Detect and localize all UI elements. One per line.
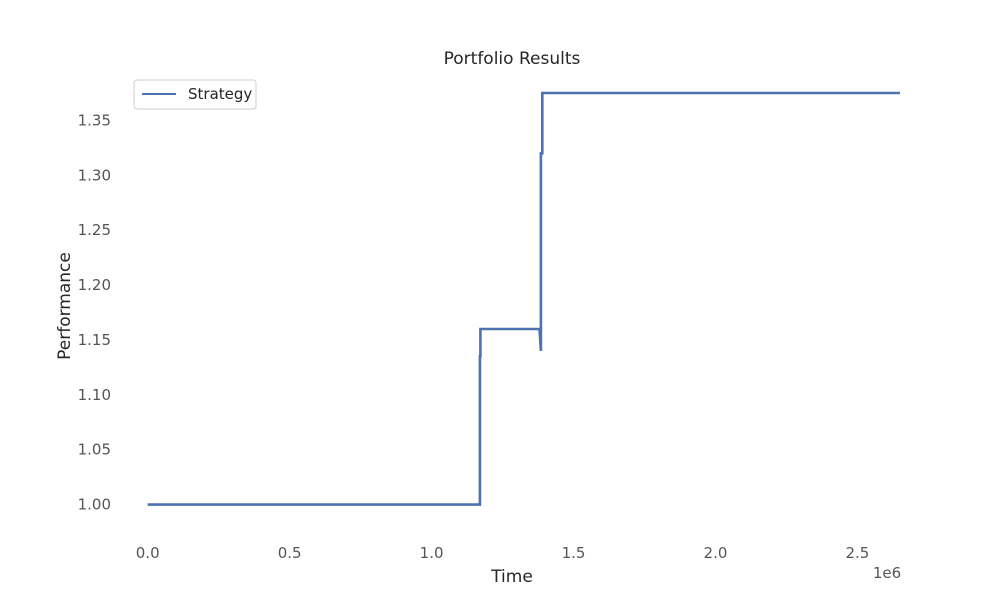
y-tick-label: 1.15	[78, 331, 111, 349]
y-tick-label: 1.25	[78, 221, 111, 239]
series-layer	[147, 91, 900, 506]
y-tick-label: 1.05	[78, 441, 111, 459]
x-tick-label: 1.0	[420, 544, 444, 562]
x-tick-label: 1.5	[562, 544, 586, 562]
y-tick-label: 1.10	[78, 386, 111, 404]
legend-label-strategy: Strategy	[188, 85, 252, 103]
y-axis-label: Performance	[55, 252, 75, 360]
x-axis-label: Time	[490, 567, 533, 587]
x-tick-label: 0.5	[278, 544, 302, 562]
x-tick-label: 0.0	[136, 544, 160, 562]
chart-title: Portfolio Results	[444, 49, 581, 69]
legend-box	[133, 79, 257, 110]
x-axis-offset-label: 1e6	[873, 564, 901, 582]
x-tick-label: 2.5	[845, 544, 869, 562]
y-tick-label: 1.00	[78, 496, 111, 514]
y-tick-label: 1.35	[78, 111, 111, 129]
x-tick-label: 2.0	[704, 544, 728, 562]
series-line-strategy	[147, 91, 900, 506]
y-tick-label: 1.30	[78, 166, 111, 184]
y-axis-ticks: 1.00 1.05 1.10 1.15 1.20 1.25 1.30 1.35	[78, 111, 111, 513]
legend: Strategy	[133, 79, 257, 110]
y-tick-label: 1.20	[78, 276, 111, 294]
x-axis-ticks: 0.0 0.5 1.0 1.5 2.0 2.5	[136, 544, 870, 562]
